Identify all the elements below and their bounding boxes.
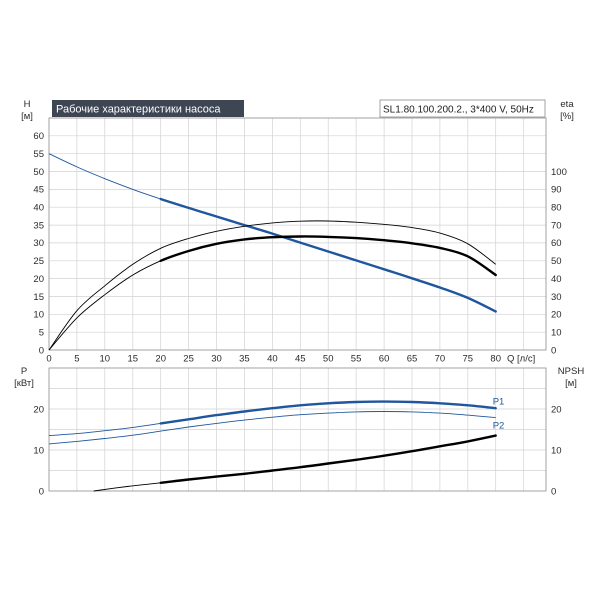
y-tick-label-left: 15 — [33, 292, 44, 303]
tick-layer: 0 5 10 15 20 25 30 35 40 45 50 55 60 65 70 75 80 0 5 10 15 20… — [33, 131, 566, 497]
efficiency-curve-lower-thin — [48, 260, 161, 351]
x-tick-label: 45 — [295, 354, 306, 365]
x-tick-label: 80 — [490, 354, 501, 365]
y-tick-label-right: 10 — [551, 445, 562, 456]
y-tick-label-right: 40 — [551, 274, 562, 285]
x-tick-label: 40 — [267, 354, 278, 365]
power-npsh-plot-frame — [48, 367, 547, 492]
y-tick-label-right: 0 — [551, 345, 556, 356]
y-tick-label-left: 0 — [39, 345, 44, 356]
y-tick-label-left: 50 — [33, 167, 44, 178]
y-tick-label-right: 90 — [551, 185, 562, 196]
head-efficiency-plot-frame — [48, 117, 547, 351]
x-tick-label: 0 — [46, 354, 51, 365]
power-curve-p1-bold — [159, 400, 497, 425]
y-tick-label-left: 20 — [33, 274, 44, 285]
frame-layer — [48, 117, 547, 492]
efficiency-curve-lower-bold — [159, 235, 497, 277]
x-tick-label: 50 — [323, 354, 334, 365]
efficiency-axis-symbol: eta — [560, 99, 574, 110]
y-tick-label-left: 20 — [33, 404, 44, 415]
y-tick-label-right: 0 — [551, 486, 556, 497]
y-tick-label-left: 30 — [33, 238, 44, 249]
x-tick-label: 55 — [351, 354, 362, 365]
flow-axis-label: Q [л/с] — [507, 354, 535, 365]
y-tick-label-left: 40 — [33, 203, 44, 214]
x-tick-label: 20 — [155, 354, 166, 365]
npsh-curve-bold — [159, 434, 497, 484]
y-tick-label-left: 0 — [39, 486, 44, 497]
y-tick-label-right: 50 — [551, 256, 562, 267]
grid-layer — [49, 118, 546, 491]
curve-layer — [48, 153, 497, 492]
y-tick-label-right: 30 — [551, 292, 562, 303]
x-tick-label: 75 — [463, 354, 474, 365]
chart-title: Рабочие характеристики насоса — [56, 104, 221, 116]
efficiency-axis-unit: [%] — [560, 111, 574, 122]
x-tick-label: 60 — [379, 354, 390, 365]
y-tick-label-right: 100 — [551, 167, 567, 178]
power-curve-p2-thin — [48, 411, 496, 445]
series-label-p2: P2 — [493, 421, 505, 432]
y-tick-label-right: 10 — [551, 328, 562, 339]
series-label-p1: P1 — [493, 397, 505, 408]
x-tick-label: 35 — [239, 354, 250, 365]
npsh-axis-symbol: NPSH — [558, 366, 585, 377]
y-tick-label-right: 70 — [551, 220, 562, 231]
y-tick-label-right: 20 — [551, 310, 562, 321]
y-tick-label-left: 5 — [39, 328, 44, 339]
x-tick-label: 70 — [435, 354, 446, 365]
y-tick-label-left: 45 — [33, 185, 44, 196]
y-tick-label-left: 25 — [33, 256, 44, 267]
y-tick-label-left: 10 — [33, 445, 44, 456]
model-label: SL1.80.100.200.2., 3*400 V, 50Hz — [383, 105, 534, 116]
npsh-curve-thin — [93, 482, 161, 492]
x-tick-label: 25 — [183, 354, 194, 365]
model-label-box — [379, 99, 546, 118]
head-axis-symbol: H — [24, 99, 31, 110]
x-tick-label: 5 — [74, 354, 79, 365]
y-tick-label-right: 20 — [551, 404, 562, 415]
power-axis-unit: [кВт] — [14, 378, 34, 389]
head-axis-unit: [м] — [21, 111, 33, 122]
head-curve-bold — [159, 197, 497, 313]
y-tick-label-right: 60 — [551, 238, 562, 249]
title-bar-bg — [52, 100, 244, 117]
chart-header: Рабочие характеристики насоса SL1.80.100… — [52, 99, 546, 118]
y-tick-label-left: 35 — [33, 220, 44, 231]
y-tick-label-left: 55 — [33, 149, 44, 160]
power-curve-p1-thin — [48, 422, 161, 437]
npsh-axis-unit: [м] — [565, 378, 577, 389]
x-tick-label: 10 — [100, 354, 111, 365]
efficiency-curve-upper-thin — [48, 220, 496, 351]
y-tick-label-left: 10 — [33, 310, 44, 321]
x-tick-label: 65 — [407, 354, 418, 365]
y-tick-label-left: 60 — [33, 131, 44, 142]
x-tick-label: 30 — [211, 354, 222, 365]
y-tick-label-right: 80 — [551, 203, 562, 214]
power-axis-symbol: P — [21, 366, 27, 377]
axis-titles: H [м] eta [%] Q [л/с] P [кВт] NPSH [м] — [14, 99, 584, 389]
x-tick-label: 15 — [128, 354, 139, 365]
head-curve-thin — [48, 153, 161, 200]
